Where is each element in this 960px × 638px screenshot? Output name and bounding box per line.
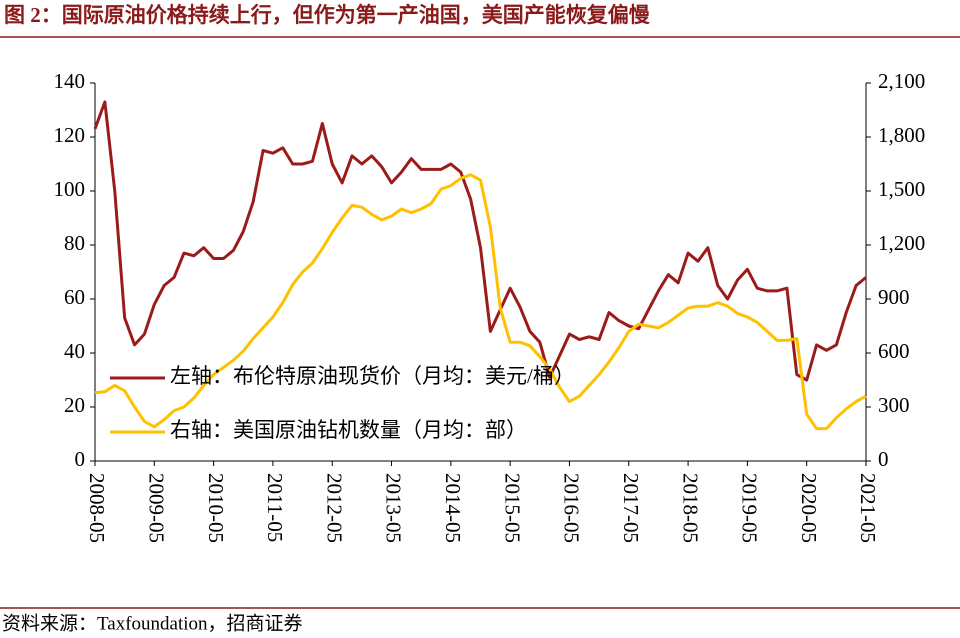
y2-tick-label: 1,200 [878, 231, 925, 255]
y2-tick-label: 2,100 [878, 69, 925, 93]
x-tick-label: 2015-05 [500, 473, 524, 543]
x-tick-label: 2016-05 [560, 473, 584, 543]
x-tick-label: 2010-05 [204, 473, 228, 543]
y2-tick-label: 1,500 [878, 177, 925, 201]
x-tick-label: 2009-05 [144, 473, 168, 543]
x-tick-label: 2018-05 [678, 473, 702, 543]
y2-tick-label: 600 [878, 339, 910, 363]
x-tick-label: 2017-05 [619, 473, 643, 543]
x-tick-label: 2013-05 [382, 473, 406, 543]
y-tick-label: 100 [54, 177, 86, 201]
legend-label: 右轴：美国原油钻机数量（月均：部） [170, 418, 527, 442]
y2-tick-label: 0 [878, 447, 889, 471]
x-tick-label: 2019-05 [738, 473, 762, 543]
y2-tick-label: 900 [878, 285, 910, 309]
y2-tick-label: 1,800 [878, 123, 925, 147]
y-tick-label: 20 [64, 393, 85, 417]
x-tick-label: 2011-05 [263, 473, 287, 542]
x-tick-label: 2012-05 [322, 473, 346, 543]
y-tick-label: 140 [54, 69, 86, 93]
y-tick-label: 0 [75, 447, 86, 471]
x-tick-label: 2014-05 [441, 473, 465, 543]
legend-label: 左轴：布伦特原油现货价（月均：美元/桶） [170, 364, 575, 388]
source: 资料来源：Taxfoundation，招商证券 [2, 612, 303, 634]
y-tick-label: 120 [54, 123, 86, 147]
y-tick-label: 40 [64, 339, 85, 363]
y-tick-label: 80 [64, 231, 85, 255]
x-tick-label: 2021-05 [856, 473, 880, 543]
x-tick-label: 2008-05 [85, 473, 109, 543]
y-tick-label: 60 [64, 285, 85, 309]
x-tick-label: 2020-05 [797, 473, 821, 543]
chart-title: 图 2：国际原油价格持续上行，但作为第一产油国，美国产能恢复偏慢 [4, 3, 651, 27]
y2-tick-label: 300 [878, 393, 910, 417]
series-line [94, 173, 867, 431]
series-line [93, 100, 867, 382]
